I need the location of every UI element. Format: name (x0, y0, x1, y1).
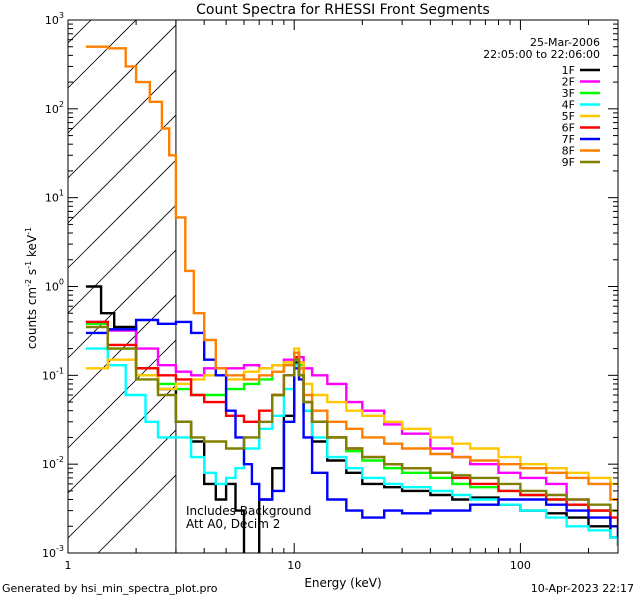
y-tick-label: 102 (45, 100, 64, 116)
x-axis-label: Energy (keV) (304, 576, 381, 590)
hatch-line (68, 429, 176, 539)
series-9F-line (85, 325, 618, 518)
hatch-line (68, 384, 176, 494)
series-1F-line (85, 285, 618, 553)
legend-label-4F: 4F (562, 99, 575, 112)
legend-label-8F: 8F (562, 145, 575, 158)
hatch-line (68, 114, 176, 224)
axes: 1 10 100 10-3 10-2 10-1 100 101 102 103 (42, 11, 618, 572)
hatched-region (68, 20, 177, 553)
legend-label-5F: 5F (562, 110, 575, 123)
y-tick-label: 10-3 (42, 544, 64, 560)
annotation-attenuator: Att A0, Decim 2 (186, 517, 280, 531)
annotation-background: Includes Background (186, 504, 311, 518)
y-tick-label: 100 (45, 278, 64, 294)
legend-label-7F: 7F (562, 133, 575, 146)
date-label: 25-Mar-2006 (530, 36, 600, 49)
time-range-label: 22:05:00 to 22:06:00 (483, 48, 600, 61)
legend-label-9F: 9F (562, 156, 575, 169)
x-tick-label: 100 (510, 559, 531, 572)
legend-label-1F: 1F (562, 64, 575, 77)
generated-by-label: Generated by hsi_min_spectra_plot.pro (2, 582, 218, 595)
series-7F-line (85, 318, 618, 538)
y-tick-label: 10-2 (42, 455, 64, 471)
series-layer (85, 45, 618, 553)
timestamp-label: 10-Apr-2023 22:17 (530, 582, 634, 595)
x-tick-label: 10 (287, 559, 301, 572)
y-axis-label: counts cm-2 s-1 keV-1 (24, 227, 39, 349)
series-6F-line (85, 320, 618, 527)
series-3F-line (85, 322, 618, 538)
x-tick-label: 1 (65, 559, 72, 572)
y-tick-label: 101 (45, 189, 64, 205)
y-tick-label: 10-1 (42, 366, 64, 382)
series-2F-line (85, 320, 618, 538)
legend-label-3F: 3F (562, 87, 575, 100)
series-5F-line (85, 347, 618, 486)
series-8F-line (85, 45, 618, 511)
legend-label-6F: 6F (562, 122, 575, 135)
y-tick-label: 103 (45, 11, 64, 27)
legend-label-2F: 2F (562, 76, 575, 89)
hatch-line (68, 69, 176, 179)
hatch-line (68, 339, 176, 449)
chart-title: Count Spectra for RHESSI Front Segments (196, 2, 490, 18)
